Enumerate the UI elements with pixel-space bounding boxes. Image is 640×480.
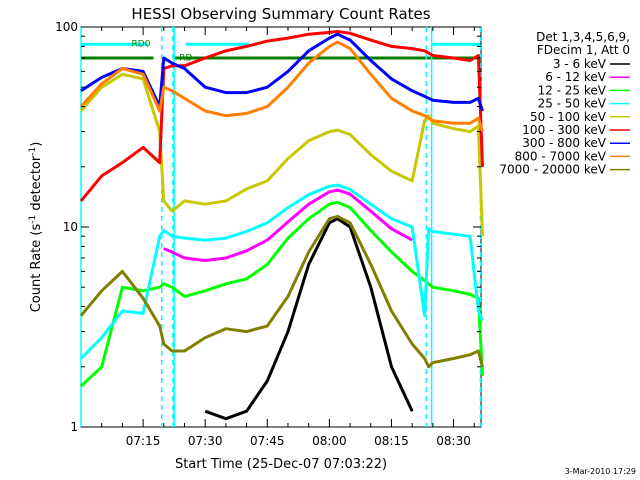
legend-label-8: 7000 - 20000 keV bbox=[499, 163, 606, 177]
series-line-5-0 bbox=[79, 30, 484, 202]
series-line-6-0 bbox=[80, 32, 484, 112]
annotation-0: RD0 bbox=[132, 39, 151, 49]
series-group bbox=[79, 30, 484, 421]
series-line-3-0 bbox=[79, 183, 484, 360]
legend-header-line-2: FDecim 1, Att 0 bbox=[537, 43, 630, 57]
annotation-group: RD0 RD bbox=[132, 39, 193, 63]
series-line-0-0 bbox=[204, 217, 414, 421]
legend: Det 1,3,4,5,6,9, FDecim 1, Att 0 3 - 6 k… bbox=[499, 30, 630, 177]
series-line-1-0 bbox=[163, 188, 413, 262]
y-tick-label-2: 100 bbox=[55, 20, 78, 34]
y-tick-label-0: 1 bbox=[70, 420, 78, 434]
axis-ticks: 07:15 07:30 07:45 08:00 08:15 08:30 1 10 100 bbox=[55, 20, 481, 448]
annotation-1: RD bbox=[179, 53, 192, 63]
x-tick-label-5: 08:30 bbox=[436, 434, 471, 448]
legend-label-0: 3 - 6 keV bbox=[553, 57, 607, 71]
legend-label-4: 50 - 100 keV bbox=[530, 110, 607, 124]
x-tick-label-4: 08:15 bbox=[374, 434, 409, 448]
legend-label-2: 12 - 25 keV bbox=[538, 83, 607, 97]
legend-label-6: 300 - 800 keV bbox=[522, 136, 606, 150]
footer-date: 3-Mar-2010 17:29 bbox=[565, 467, 636, 476]
y-axis-label-end: ) bbox=[29, 142, 44, 147]
series-line-2-0 bbox=[79, 200, 484, 388]
x-tick-label-2: 07:45 bbox=[250, 434, 285, 448]
legend-label-5: 100 - 300 keV bbox=[522, 123, 606, 137]
chart-title: HESSI Observing Summary Count Rates bbox=[131, 5, 430, 23]
flag-lines bbox=[81, 42, 481, 60]
y-axis-label-sup2: -1 bbox=[28, 147, 38, 156]
legend-label-3: 25 - 50 keV bbox=[538, 97, 607, 111]
x-axis-label: Start Time (25-Dec-07 07:03:22) bbox=[175, 457, 387, 472]
legend-label-7: 800 - 7000 keV bbox=[515, 149, 607, 163]
series-line-8-0 bbox=[79, 214, 484, 369]
y-axis-label-sup1: -1 bbox=[28, 215, 38, 224]
legend-header-line-1: Det 1,3,4,5,6,9, bbox=[536, 30, 630, 44]
y-axis-label-main: Count Rate (s bbox=[29, 224, 44, 313]
x-tick-label-3: 08:00 bbox=[312, 434, 347, 448]
series-line-7-0 bbox=[79, 40, 484, 133]
y-tick-label-1: 10 bbox=[63, 220, 78, 234]
x-tick-label-0: 07:15 bbox=[126, 434, 161, 448]
legend-label-1: 6 - 12 keV bbox=[545, 70, 607, 84]
x-tick-label-1: 07:30 bbox=[188, 434, 223, 448]
y-axis-label: Count Rate (s-1 detector-1) bbox=[28, 142, 44, 313]
y-axis-label-mid: detector bbox=[29, 155, 44, 215]
